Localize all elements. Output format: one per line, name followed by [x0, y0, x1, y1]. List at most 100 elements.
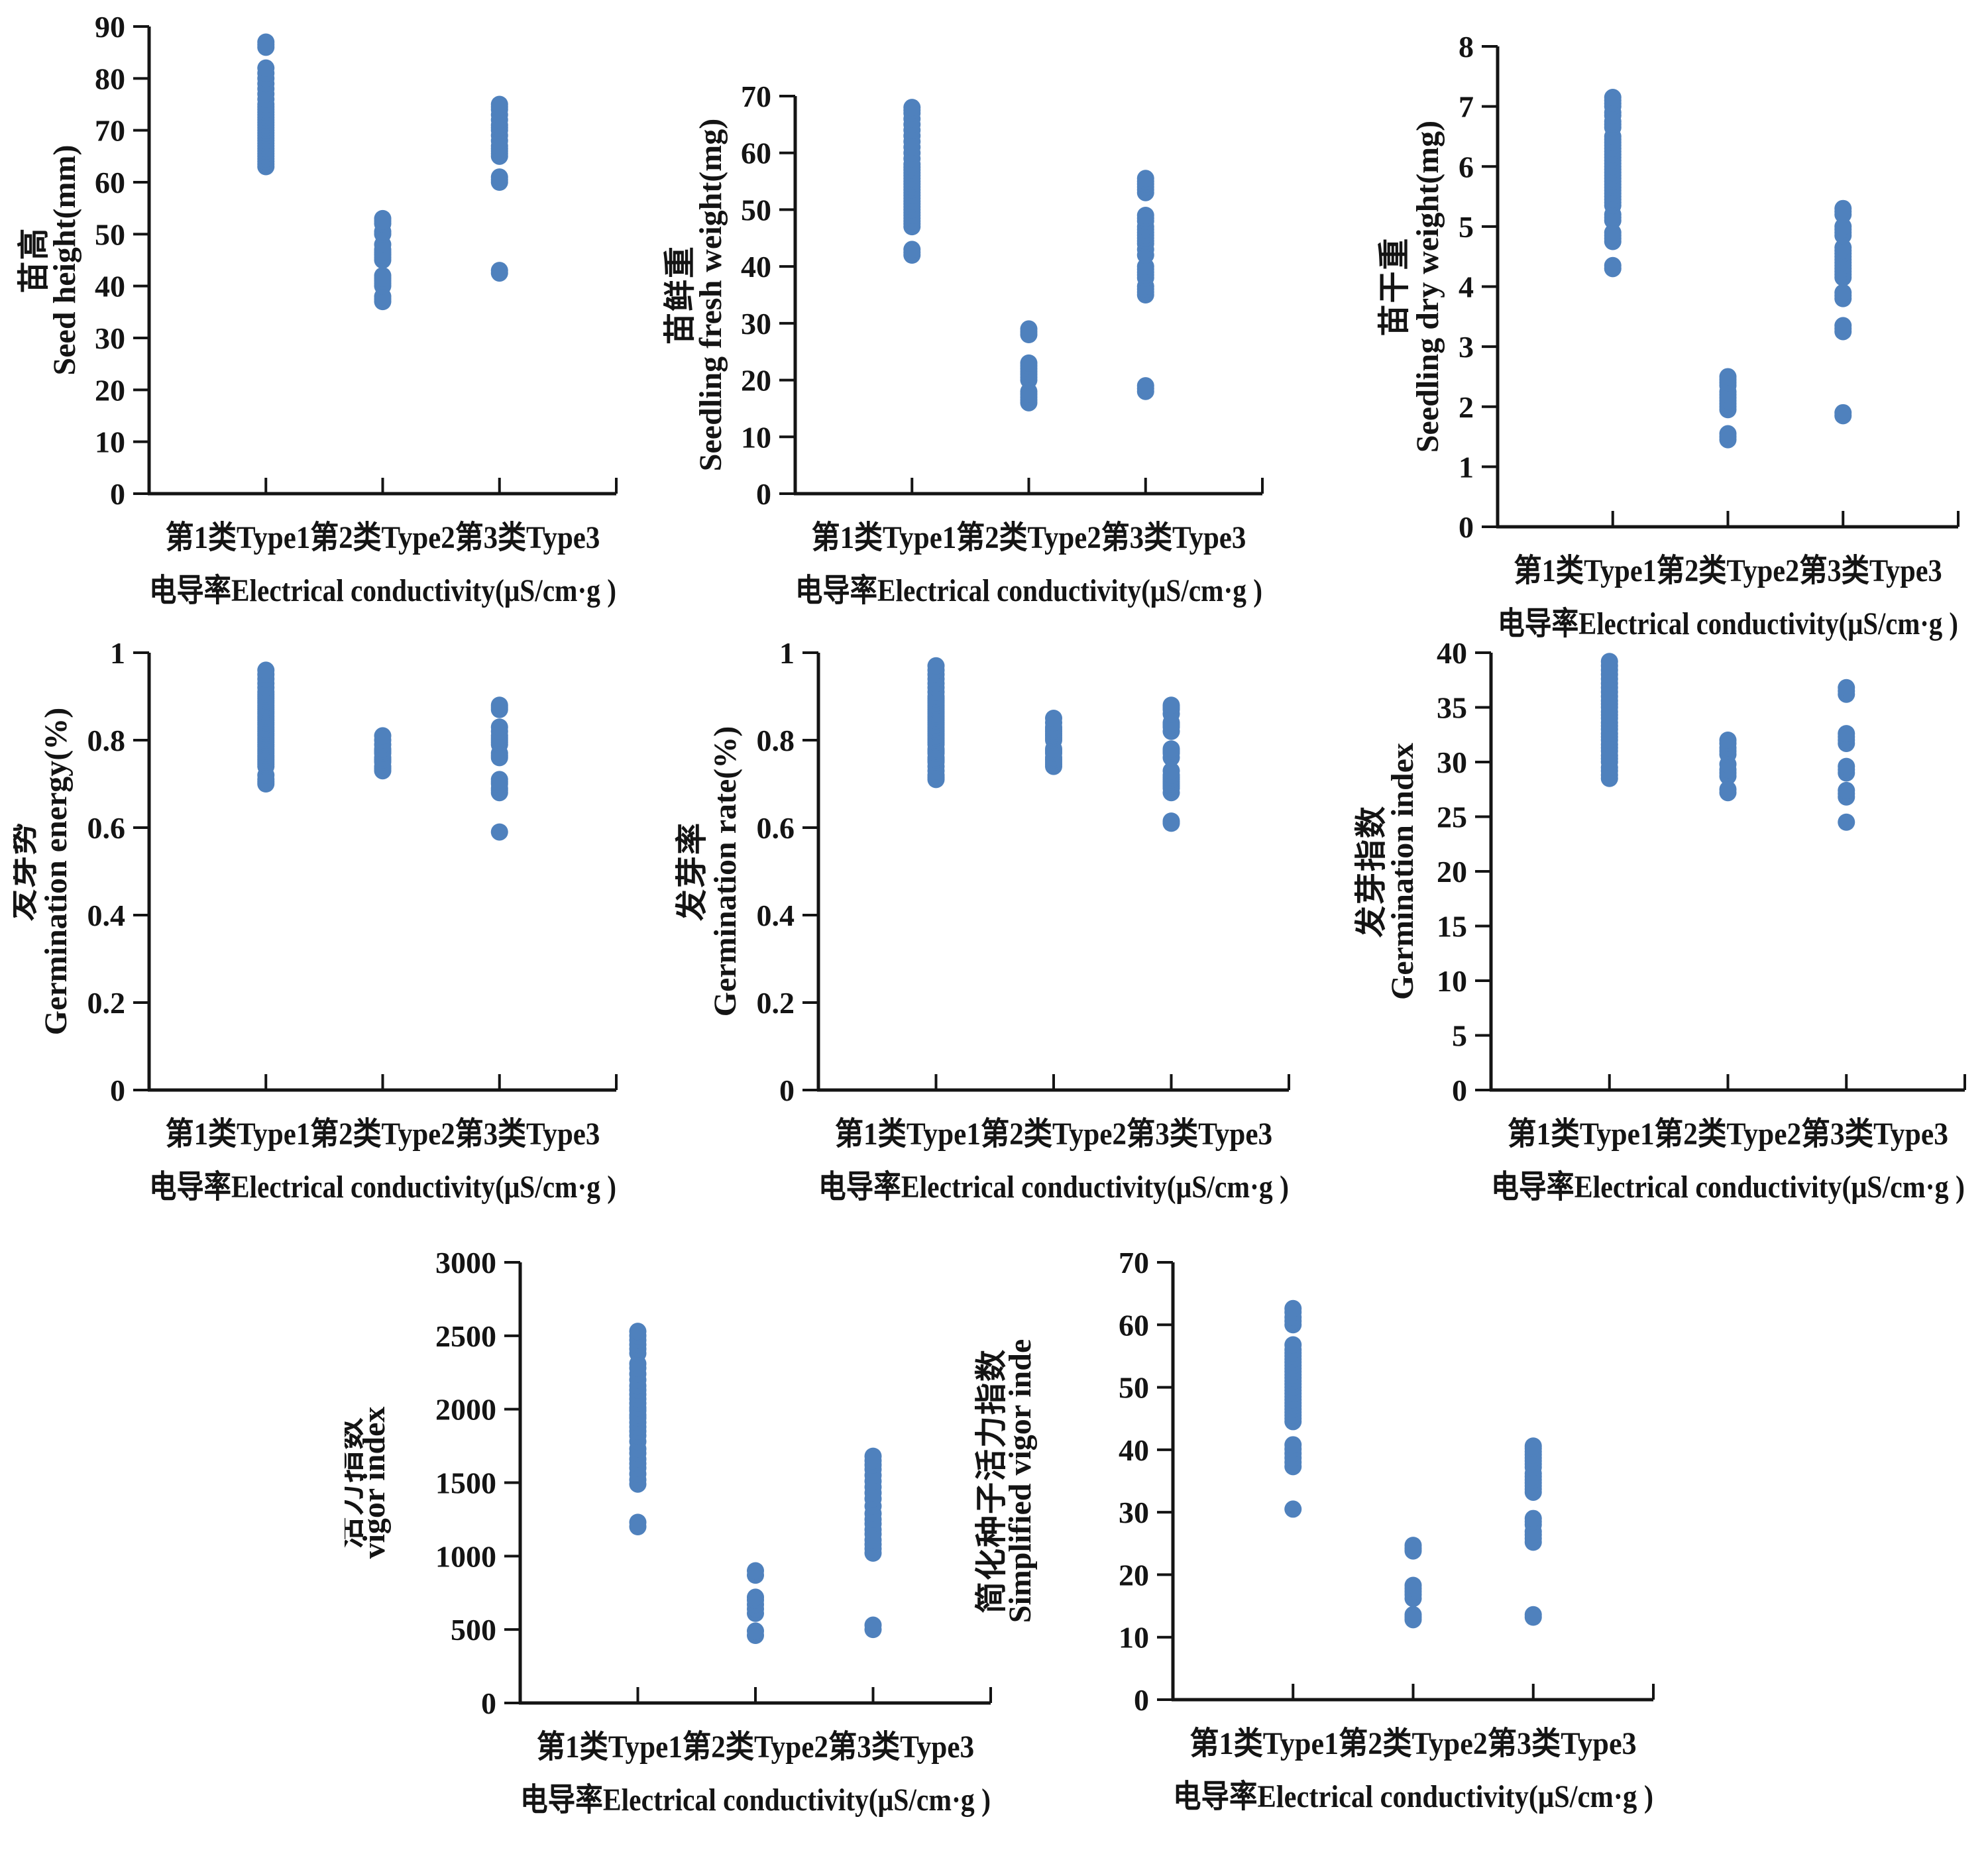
data-point [1020, 320, 1038, 338]
data-point [629, 1513, 647, 1531]
data-point [1136, 170, 1154, 188]
series-第3类Type3 [490, 696, 508, 841]
y-tick-label: 3000 [435, 1246, 496, 1280]
x-axis-title: 电导率Electrical conductivity(μS/cm·g ) [1173, 1779, 1653, 1814]
y-tick-label: 70 [741, 80, 771, 113]
data-point [864, 1447, 882, 1465]
data-point [1524, 1606, 1542, 1623]
data-point [374, 727, 392, 745]
y-tick-label: 1500 [435, 1466, 496, 1500]
x-tick-labels: 第1类Type1第2类Type2第3类Type3 [812, 520, 1246, 555]
series-第1类Type1 [257, 661, 275, 793]
data-point [747, 1622, 764, 1640]
y-tick-label: 0.4 [87, 899, 126, 932]
series-第3类Type3 [490, 95, 508, 282]
y-tick-label: 40 [741, 250, 771, 284]
y-tick-label: 6 [1459, 150, 1474, 184]
data-point [1719, 732, 1737, 749]
y-axis-label-en: Seed height(mm) [47, 145, 82, 376]
data-point [1284, 1299, 1302, 1317]
data-point [1838, 813, 1855, 831]
series-第3类Type3 [1838, 679, 1855, 831]
x-axis-title: 电导率Electrical conductivity(μS/cm·g ) [795, 573, 1262, 608]
y-tick-label: 70 [1119, 1246, 1149, 1280]
data-point [1404, 1576, 1422, 1594]
y-axis-label-en: Simplified vigor inde [1003, 1339, 1038, 1623]
x-tick-labels: 第1类Type1第2类Type2第3类Type3 [1508, 1117, 1948, 1152]
data-point [490, 262, 508, 280]
data-point [864, 1616, 882, 1634]
y-tick-label: 0.2 [757, 986, 795, 1020]
data-point [1604, 223, 1622, 241]
data-point [1834, 317, 1852, 335]
y-tick-label: 8 [1459, 30, 1474, 64]
data-point [903, 241, 921, 258]
data-point [374, 209, 392, 227]
series-第1类Type1 [1604, 89, 1622, 278]
y-tick-label: 25 [1437, 800, 1467, 834]
series-第3类Type3 [1162, 696, 1180, 832]
y-axis-label-cn: 活力指数 [345, 1416, 367, 1549]
y-tick-label: 2000 [435, 1393, 496, 1427]
data-point [1284, 1336, 1302, 1354]
data-point [1719, 368, 1737, 386]
y-tick-label: 0.6 [757, 811, 795, 845]
y-tick-label: 20 [741, 364, 771, 398]
y-axis-label-en: vigor index [357, 1407, 392, 1559]
series-第2类Type2 [1020, 320, 1038, 411]
x-axis-title: 电导率Electrical conductivity(μS/cm·g ) [1491, 1170, 1965, 1205]
y-tick-label: 40 [1119, 1433, 1149, 1467]
data-point [1162, 762, 1180, 780]
series-第1类Type1 [1284, 1299, 1302, 1518]
y-axis-label-cn: 苗鲜重 [663, 245, 698, 345]
y-tick-label: 20 [1437, 855, 1467, 889]
chart-vigor-index: 0 500 1000 1500 2000 2500 3000 活力指数 vigor index 第… [345, 1229, 1027, 1862]
data-point [1020, 354, 1038, 372]
data-point [1404, 1606, 1422, 1623]
data-point [1524, 1437, 1542, 1455]
data-point [1284, 1436, 1302, 1454]
y-tick-label: 30 [1437, 745, 1467, 779]
data-point [257, 33, 275, 51]
chart-seedling-dry-weight: 0 1 2 3 4 5 6 7 8 苗干重 Seedling dry weight(mg) 第1类Ty… [1332, 10, 1985, 643]
y-tick-label: 5 [1452, 1019, 1467, 1053]
data-point [490, 696, 508, 714]
x-tick-labels: 第1类Type1第2类Type2第3类Type3 [166, 1117, 600, 1152]
data-point [1834, 404, 1852, 421]
y-tick-label: 50 [95, 217, 125, 251]
chart-germination-index: 0 5 10 15 20 25 30 35 40 发芽指数 Germination index 第1类… [1352, 626, 1981, 1216]
y-tick-label: 50 [741, 193, 771, 227]
data-point [1719, 781, 1737, 798]
y-tick-label: 20 [95, 373, 125, 407]
y-tick-label: 30 [741, 307, 771, 341]
y-tick-label: 40 [1437, 636, 1467, 670]
y-tick-label: 0.4 [757, 899, 795, 932]
y-tick-label: 0.2 [87, 986, 126, 1020]
data-point [257, 59, 275, 77]
chart-seed-height: 0 10 20 30 40 50 60 70 80 90 苗高 Seed height(mm) 第1类T… [13, 10, 656, 610]
y-tick-label: 0 [481, 1686, 496, 1720]
series-第2类Type2 [1719, 368, 1737, 449]
y-tick-label: 2 [1459, 390, 1474, 424]
data-point [1136, 207, 1154, 224]
series-第1类Type1 [629, 1323, 647, 1535]
series-第1类Type1 [1600, 653, 1618, 787]
data-point [1045, 710, 1062, 727]
y-tick-label: 60 [741, 137, 771, 170]
chart-germination-rate: 0 0.2 0.4 0.6 0.8 1 发芽率 Germination rate(%) 第1类T… [663, 626, 1332, 1216]
y-tick-label: 0.8 [757, 724, 795, 757]
chart-germination-energy: 0 0.2 0.4 0.6 0.8 1 发芽势 Germination energy(%) 第1… [13, 626, 656, 1216]
x-tick-labels: 第1类Type1第2类Type2第3类Type3 [1514, 553, 1942, 588]
y-tick-label: 2500 [435, 1319, 496, 1353]
series-第1类Type1 [927, 657, 945, 789]
y-tick-label: 60 [95, 166, 125, 199]
y-tick-label: 3 [1459, 330, 1474, 364]
x-axis-title: 电导率Electrical conductivity(μS/cm·g ) [149, 573, 616, 608]
data-point [1604, 89, 1622, 107]
y-tick-label: 1 [779, 636, 795, 670]
data-point [1838, 679, 1855, 696]
